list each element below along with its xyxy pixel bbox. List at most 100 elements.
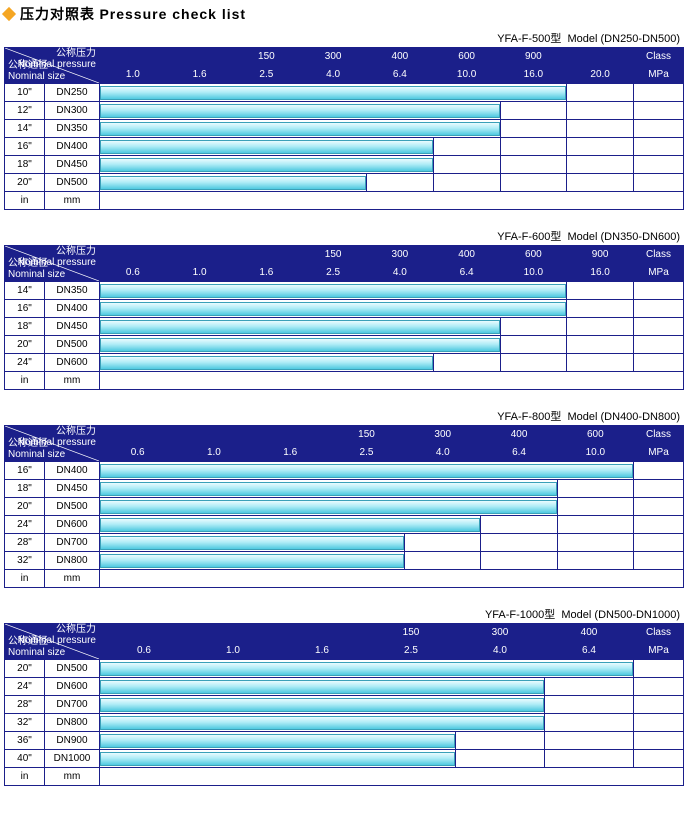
- empty-cell: [567, 120, 634, 138]
- class-tick: 600: [433, 48, 500, 66]
- mpa-tick: 16.0: [500, 66, 567, 84]
- class-label: Class: [634, 48, 684, 66]
- size-in: 40": [5, 750, 45, 768]
- pressure-bar-cell: [100, 354, 434, 372]
- model-cn: YFA-F-1000型: [485, 609, 555, 621]
- footer-in: in: [5, 570, 45, 588]
- table-row: 20"DN500: [5, 660, 684, 678]
- empty-cell: [433, 354, 500, 372]
- pressure-bar-cell: [100, 732, 456, 750]
- mpa-tick: 4.0: [405, 444, 481, 462]
- mpa-tick: 1.0: [100, 66, 167, 84]
- empty-cell: [567, 282, 634, 300]
- size-in: 20": [5, 498, 45, 516]
- pressure-bar-cell: [100, 300, 567, 318]
- tail-cell: [634, 102, 684, 120]
- table-row: 36"DN900: [5, 732, 684, 750]
- pressure-table: 公称压力Nominal pressure公称通径Nominal size1503…: [4, 623, 684, 786]
- size-in: 14": [5, 282, 45, 300]
- size-mm: DN700: [45, 534, 100, 552]
- table-row: 18"DN450: [5, 318, 684, 336]
- model-en: Model (DN250-DN500): [568, 33, 681, 45]
- size-mm: DN500: [45, 174, 100, 192]
- size-in: 18": [5, 318, 45, 336]
- class-tick: [176, 426, 252, 444]
- footer-mm: mm: [45, 192, 100, 210]
- empty-cell: [567, 156, 634, 174]
- class-tick: 300: [405, 426, 481, 444]
- mpa-tick: 4.0: [456, 642, 545, 660]
- diag-top-cn: 公称压力: [56, 48, 96, 59]
- chart-block: YFA-F-800型 Model (DN400-DN800)公称压力Nomina…: [4, 408, 684, 588]
- class-tick: [252, 426, 328, 444]
- size-mm: DN600: [45, 516, 100, 534]
- class-tick: [100, 426, 176, 444]
- table-row: 12"DN300: [5, 102, 684, 120]
- pressure-bar: [100, 86, 566, 100]
- pressure-table: 公称压力Nominal pressure公称通径Nominal size1503…: [4, 245, 684, 390]
- size-in: 28": [5, 534, 45, 552]
- class-tick: [100, 48, 167, 66]
- empty-cell: [500, 318, 567, 336]
- diag-top-cn: 公称压力: [56, 426, 96, 437]
- size-in: 20": [5, 174, 45, 192]
- pressure-bar: [100, 176, 366, 190]
- pressure-bar-cell: [100, 498, 558, 516]
- empty-cell: [433, 156, 500, 174]
- class-tick: 400: [481, 426, 557, 444]
- empty-cell: [500, 120, 567, 138]
- table-row: 18"DN450: [5, 480, 684, 498]
- pressure-bar: [100, 698, 544, 712]
- class-tick: 600: [500, 246, 567, 264]
- pressure-bar: [100, 320, 500, 334]
- size-mm: DN1000: [45, 750, 100, 768]
- class-tick: 150: [367, 624, 456, 642]
- size-mm: DN250: [45, 84, 100, 102]
- mpa-tick: 10.0: [433, 66, 500, 84]
- size-in: 10": [5, 84, 45, 102]
- mpa-tick: 0.6: [100, 642, 189, 660]
- chart-block: YFA-F-600型 Model (DN350-DN600)公称压力Nomina…: [4, 228, 684, 390]
- diag-bot-cn: 公称通径: [8, 636, 48, 647]
- diag-bot-cn: 公称通径: [8, 258, 48, 269]
- empty-cell: [500, 336, 567, 354]
- empty-cell: [405, 534, 481, 552]
- pressure-bar: [100, 284, 566, 298]
- class-tick: 150: [328, 426, 404, 444]
- empty-cell: [557, 552, 633, 570]
- tail-cell: [634, 84, 684, 102]
- size-mm: DN400: [45, 300, 100, 318]
- size-mm: DN700: [45, 696, 100, 714]
- empty-cell: [545, 750, 634, 768]
- diag-bot-en: Nominal size: [8, 449, 65, 460]
- empty-cell: [557, 480, 633, 498]
- diag-bot-cn: 公称通径: [8, 60, 48, 71]
- mpa-tick: 10.0: [557, 444, 633, 462]
- empty-cell: [567, 138, 634, 156]
- size-mm: DN350: [45, 282, 100, 300]
- tail-cell: [634, 732, 684, 750]
- pressure-bar-cell: [100, 534, 405, 552]
- class-tick: [567, 48, 634, 66]
- pressure-bar-cell: [100, 174, 367, 192]
- footer-empty: [100, 372, 684, 390]
- table-row: 16"DN400: [5, 462, 684, 480]
- empty-cell: [545, 696, 634, 714]
- tail-cell: [634, 750, 684, 768]
- size-mm: DN450: [45, 480, 100, 498]
- pressure-bar-cell: [100, 84, 567, 102]
- pressure-bar: [100, 500, 557, 514]
- size-mm: DN800: [45, 714, 100, 732]
- class-tick: [100, 624, 189, 642]
- class-tick: [166, 48, 233, 66]
- mpa-tick: 0.6: [100, 264, 167, 282]
- table-row: 14"DN350: [5, 120, 684, 138]
- footer-mm: mm: [45, 570, 100, 588]
- model-en: Model (DN400-DN800): [568, 411, 681, 423]
- pressure-bar: [100, 734, 455, 748]
- footer-mm: mm: [45, 372, 100, 390]
- empty-cell: [500, 138, 567, 156]
- class-tick: [189, 624, 278, 642]
- table-row: 20"DN500: [5, 174, 684, 192]
- chart-block: YFA-F-500型 Model (DN250-DN500)公称压力Nomina…: [4, 30, 684, 210]
